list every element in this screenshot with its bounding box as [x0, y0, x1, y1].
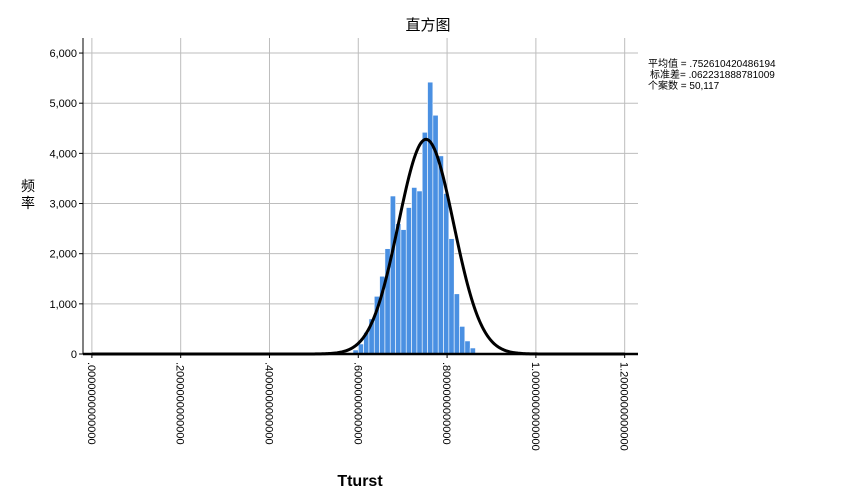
- histogram-bar: [443, 193, 450, 355]
- x-tick-label: .6000000000000: [351, 362, 363, 445]
- histogram-bar: [437, 155, 444, 355]
- x-tick-label: 1.0000000000000: [529, 362, 541, 451]
- y-tick-label: 0: [71, 349, 77, 361]
- x-axis-label: Tturst: [337, 473, 383, 490]
- stat-mean: 平均值 = .752610420486194: [648, 57, 776, 70]
- y-axis-label-char-1: 频: [21, 179, 35, 195]
- chart-title: 直方图: [405, 16, 450, 34]
- y-tick-label: 1,000: [49, 299, 77, 311]
- histogram-bar: [416, 190, 423, 355]
- histogram-bar: [421, 131, 428, 355]
- histogram-bars: [352, 81, 476, 355]
- histogram-bar: [459, 326, 466, 355]
- histogram-bar: [400, 229, 407, 355]
- stat-count: 个案数 = 50,117: [648, 79, 720, 92]
- histogram-bar: [357, 343, 364, 355]
- x-tick-label: .0000000000000: [85, 362, 97, 445]
- stat-std: 标准差= .062231888781009: [650, 68, 775, 81]
- histogram-bar: [389, 195, 396, 355]
- axes: [79, 38, 638, 358]
- x-tick-label: .2000000000000: [174, 362, 186, 445]
- grid: [83, 38, 638, 354]
- y-axis-label-char-2: 率: [21, 195, 35, 212]
- y-tick-label: 2,000: [49, 249, 77, 261]
- x-tick-label: .8000000000000: [440, 362, 452, 445]
- histogram-bar: [395, 223, 402, 355]
- y-tick-label: 4,000: [49, 148, 77, 160]
- histogram-bar: [405, 207, 412, 355]
- histogram-bar: [427, 81, 434, 355]
- tick-labels: 0 1,000 2,000 3,000 4,000 5,000 6,000 .00000000…: [49, 48, 629, 451]
- histogram-bar: [411, 187, 418, 355]
- y-tick-label: 3,000: [49, 199, 77, 211]
- x-tick-label: .4000000000000: [262, 362, 274, 445]
- histogram-bar: [464, 340, 471, 355]
- y-tick-label: 5,000: [49, 98, 77, 110]
- x-tick-label: 1.2000000000000: [618, 362, 630, 451]
- histogram-bar: [453, 293, 460, 355]
- histogram-bar: [448, 238, 455, 355]
- y-tick-label: 6,000: [49, 48, 77, 60]
